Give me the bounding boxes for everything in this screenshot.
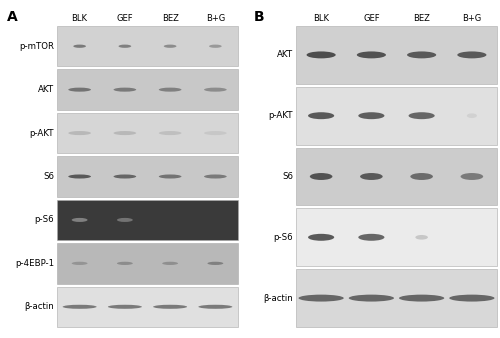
Ellipse shape	[349, 295, 394, 301]
Text: β-actin: β-actin	[24, 302, 54, 311]
Ellipse shape	[399, 295, 444, 301]
Ellipse shape	[204, 131, 227, 135]
Ellipse shape	[460, 173, 483, 180]
Ellipse shape	[114, 131, 136, 135]
Ellipse shape	[358, 112, 384, 119]
Ellipse shape	[72, 218, 88, 222]
Text: BEZ: BEZ	[162, 14, 178, 23]
Ellipse shape	[310, 173, 332, 180]
Ellipse shape	[159, 88, 182, 92]
Ellipse shape	[408, 112, 434, 119]
Bar	[296, 209, 497, 266]
Ellipse shape	[114, 88, 136, 92]
Text: p-AKT: p-AKT	[268, 111, 293, 120]
Text: p-S6: p-S6	[274, 233, 293, 242]
Text: β-actin: β-actin	[263, 294, 293, 303]
Ellipse shape	[108, 305, 142, 309]
Text: p-mTOR: p-mTOR	[19, 42, 54, 51]
Bar	[57, 200, 238, 240]
Ellipse shape	[416, 235, 428, 240]
Text: S6: S6	[282, 172, 293, 181]
Bar	[296, 87, 497, 145]
Ellipse shape	[450, 295, 494, 301]
Text: p-AKT: p-AKT	[30, 128, 54, 138]
Text: GEF: GEF	[116, 14, 133, 23]
Ellipse shape	[360, 173, 382, 180]
Bar	[57, 156, 238, 197]
Text: A: A	[7, 10, 18, 24]
Bar	[296, 148, 497, 206]
Ellipse shape	[159, 131, 182, 135]
Text: S6: S6	[43, 172, 54, 181]
Bar	[296, 269, 497, 327]
Ellipse shape	[118, 45, 131, 48]
Ellipse shape	[308, 234, 334, 241]
Ellipse shape	[164, 45, 176, 48]
Bar	[57, 243, 238, 284]
Ellipse shape	[204, 88, 227, 92]
Ellipse shape	[117, 218, 133, 222]
Ellipse shape	[407, 51, 436, 58]
Text: BLK: BLK	[72, 14, 88, 23]
Ellipse shape	[209, 45, 222, 48]
Text: BLK: BLK	[313, 14, 329, 23]
Ellipse shape	[357, 51, 386, 58]
Text: p-S6: p-S6	[34, 215, 54, 224]
Bar	[57, 287, 238, 327]
Ellipse shape	[410, 173, 433, 180]
Ellipse shape	[72, 262, 88, 265]
Text: B+G: B+G	[206, 14, 225, 23]
Ellipse shape	[62, 305, 96, 309]
Text: B: B	[254, 10, 264, 24]
Bar	[57, 69, 238, 110]
Ellipse shape	[306, 51, 336, 58]
Ellipse shape	[308, 112, 334, 119]
Text: GEF: GEF	[363, 14, 380, 23]
Ellipse shape	[204, 174, 227, 178]
Ellipse shape	[68, 88, 91, 92]
Ellipse shape	[114, 174, 136, 178]
Ellipse shape	[117, 262, 133, 265]
Text: AKT: AKT	[38, 85, 54, 94]
Bar	[57, 26, 238, 67]
Ellipse shape	[358, 234, 384, 241]
Ellipse shape	[68, 131, 91, 135]
Ellipse shape	[162, 262, 178, 265]
Ellipse shape	[159, 174, 182, 178]
Ellipse shape	[208, 262, 224, 265]
Ellipse shape	[68, 174, 91, 178]
Text: BEZ: BEZ	[413, 14, 430, 23]
Ellipse shape	[467, 113, 477, 118]
Ellipse shape	[458, 51, 486, 58]
Ellipse shape	[298, 295, 344, 301]
Bar	[57, 113, 238, 153]
Ellipse shape	[153, 305, 187, 309]
Bar	[296, 26, 497, 84]
Text: B+G: B+G	[462, 14, 481, 23]
Text: p-4EBP-1: p-4EBP-1	[15, 259, 54, 268]
Text: AKT: AKT	[277, 50, 293, 59]
Ellipse shape	[198, 305, 232, 309]
Ellipse shape	[74, 45, 86, 48]
